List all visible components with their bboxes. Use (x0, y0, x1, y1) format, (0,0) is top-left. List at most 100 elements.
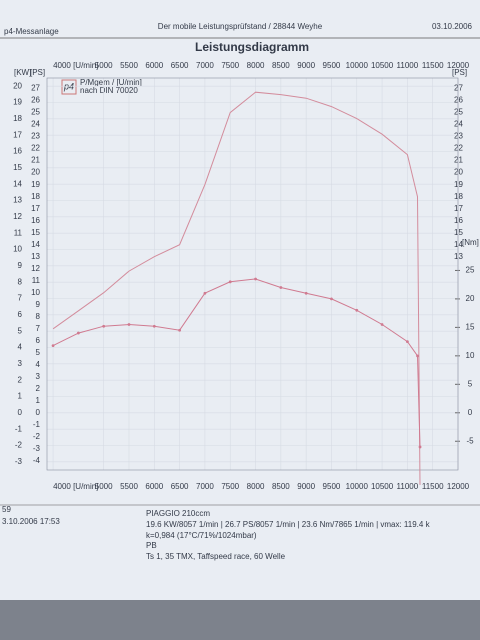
kw-tick-label: 7 (18, 294, 23, 303)
kw-tick-label: 4 (18, 343, 23, 352)
x-tick-label-top: 6500 (171, 61, 189, 70)
x-tick-label-top: 8500 (272, 61, 290, 70)
kw-tick-label: -2 (15, 441, 23, 450)
x-tick-label: 5500 (120, 482, 138, 491)
nm-tick-label: 10 (466, 351, 475, 360)
ps-tick-label-right: 22 (454, 144, 463, 153)
point (416, 354, 419, 358)
x-tick-label-top: 5000 (95, 61, 113, 70)
nm-tick-label: 0 (468, 408, 473, 417)
footer-results: 19.6 KW/8057 1/min | 26.7 PS/8057 1/min … (146, 520, 431, 529)
x-tick-label-top: 11500 (422, 61, 444, 70)
x-tick-label: 11500 (422, 482, 444, 491)
ps-tick-label: 11 (32, 276, 41, 285)
kw-tick-label: -3 (15, 457, 23, 466)
x-tick-label: 7000 (196, 482, 214, 491)
point (51, 344, 55, 347)
ps-tick-label-right: 16 (454, 216, 463, 225)
footer-id: 59 (2, 505, 11, 514)
ps-tick-label: 17 (31, 204, 40, 213)
point (203, 291, 207, 295)
ps-tick-label: -1 (33, 420, 41, 429)
ps-tick-label: 26 (31, 96, 40, 105)
x-tick-label: 6500 (171, 482, 189, 491)
ps-tick-label: 25 (31, 108, 40, 117)
kw-tick-label: 8 (18, 277, 23, 286)
ps-tick-label-right: 25 (454, 108, 463, 117)
ps-tick-label: 21 (31, 156, 40, 165)
x-tick-label: 4000 [U/min] (53, 482, 98, 491)
ps-tick-label: 9 (36, 300, 41, 309)
ps-tick-label-right: 19 (454, 180, 463, 189)
x-tick-label-top: 7500 (221, 61, 239, 70)
kw-tick-label: 15 (13, 163, 22, 172)
nm-tick-label: 5 (468, 379, 473, 388)
legend-line: nach DIN 70020 (80, 86, 138, 95)
ps-tick-label: 1 (36, 396, 41, 405)
ps-tick-label: 27 (31, 84, 40, 93)
ps-tick-label: 19 (31, 180, 40, 189)
ps-tick-label: 12 (31, 264, 40, 273)
kw-tick-label: 6 (18, 310, 23, 319)
x-tick-label-top: 9000 (297, 61, 315, 70)
point (254, 277, 257, 281)
ps-tick-label: 6 (36, 336, 41, 345)
nm-tick-label: 20 (466, 294, 475, 303)
plot-frame (46, 77, 459, 471)
footer-datetime: 3.10.2006 17:53 (2, 517, 60, 526)
ps-tick-label-right: 20 (454, 168, 463, 177)
ps-tick-label-right: 15 (454, 228, 463, 237)
legend-logo-box (61, 79, 77, 95)
ps-tick-label: 2 (36, 384, 41, 393)
x-tick-label: 8500 (272, 482, 290, 491)
kw-tick-label: 14 (13, 179, 22, 188)
ps-tick-label: 4 (36, 360, 41, 369)
footer-setup: Ts 1, 35 TMX, Taffspeed race, 60 Welle (146, 552, 286, 561)
legend-line: P/Mgem / [U/min] (80, 78, 142, 87)
point (228, 280, 232, 284)
ps-tick-label-right: 26 (454, 96, 463, 105)
x-tick-label-top: 7000 (196, 61, 214, 70)
kw-tick-label: 11 (14, 228, 23, 237)
chart-title: Leistungsdiagramm (195, 40, 309, 54)
kw-tick-label: 18 (13, 114, 22, 123)
footer-conditions: k=0,984 (17°C/71%/1024mbar) (146, 531, 257, 540)
point (152, 324, 156, 328)
ps-tick-label-right: 13 (454, 252, 463, 261)
nm-tick-label: -5 (466, 436, 474, 445)
footer-operator: PB (146, 541, 157, 550)
kw-tick-label: 10 (13, 245, 22, 254)
ps-unit-left: [PS] (30, 68, 45, 77)
point (102, 324, 106, 328)
ps-tick-label: 5 (36, 348, 41, 357)
ps-tick-label: 15 (31, 228, 40, 237)
ps-tick-label-right: 27 (454, 84, 463, 93)
nm-unit: [Nm] (462, 238, 479, 247)
x-tick-label: 9500 (323, 482, 341, 491)
x-tick-label: 12000 (447, 482, 470, 491)
x-tick-label-top: 11000 (397, 61, 419, 70)
footer-vehicle: PIAGGIO 210ccm (146, 509, 210, 518)
point (127, 323, 131, 326)
x-tick-label: 8000 (247, 482, 265, 491)
ps-tick-label: 3 (36, 372, 41, 381)
ps-tick-label: 10 (31, 288, 40, 297)
ps-tick-label: 23 (31, 132, 40, 141)
x-tick-label-top: 6000 (145, 61, 163, 70)
kw-tick-label: 9 (18, 261, 23, 270)
ps-tick-label-right: 18 (454, 192, 463, 201)
kw-tick-label: -1 (15, 424, 23, 433)
ps-tick-label: 0 (36, 408, 41, 417)
ps-tick-label: 22 (31, 144, 40, 153)
ps-tick-label-right: 23 (454, 132, 463, 141)
kw-tick-label: 0 (18, 408, 23, 417)
ps-tick-label: -3 (33, 444, 41, 453)
ps-tick-label: -4 (33, 456, 41, 465)
ps-tick-label-right: 14 (454, 240, 463, 249)
x-tick-label-top: 9500 (323, 61, 341, 70)
ps-tick-label: 24 (31, 120, 40, 129)
header-left: p4-Messanlage (4, 27, 59, 36)
ps-tick-label: 8 (36, 312, 41, 321)
ps-tick-label: 7 (36, 324, 41, 333)
